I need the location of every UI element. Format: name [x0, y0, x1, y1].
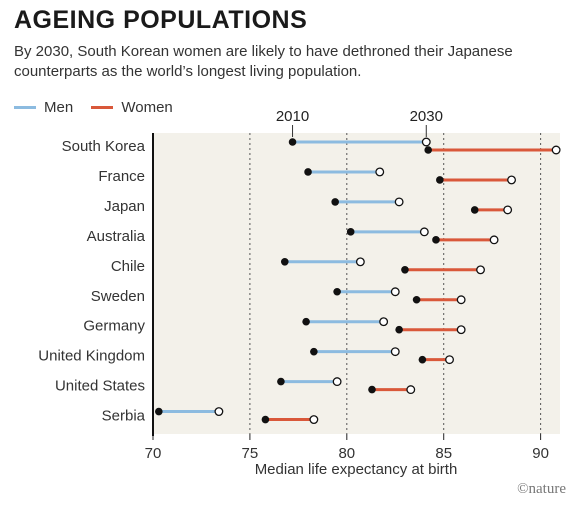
women-2010-point	[401, 266, 409, 274]
category-label: Germany	[83, 318, 145, 335]
x-axis-label: Median life expectancy at birth	[255, 461, 458, 478]
category-label: Japan	[104, 198, 145, 215]
men-2030-point	[394, 197, 404, 207]
men-2010-point	[346, 228, 355, 236]
women-2030-point	[456, 295, 466, 305]
women-2030-point	[551, 145, 561, 155]
x-tick-label: 75	[242, 445, 259, 462]
category-label: Chile	[111, 258, 145, 275]
legend-swatch-women	[91, 106, 114, 109]
men-2010-point	[304, 168, 312, 176]
women-2010-point	[412, 295, 421, 304]
men-2010-point	[155, 407, 163, 416]
women-2030-point	[507, 175, 516, 185]
women-2010-point	[470, 206, 479, 214]
men-2010-point	[310, 347, 318, 356]
women-2010-point	[395, 325, 403, 334]
women-2030-point	[445, 355, 454, 365]
women-2010-point	[418, 355, 427, 364]
x-tick-label: 70	[145, 445, 162, 462]
year-annotation-end: 2030	[410, 108, 443, 125]
women-2010-point	[432, 236, 440, 244]
chart-title: AGEING POPULATIONS	[14, 6, 308, 34]
chart-subtitle: By 2030, South Korean women are likely t…	[14, 43, 513, 80]
women-2030-point	[489, 235, 499, 245]
men-2030-point	[214, 407, 224, 416]
women-2030-point	[309, 415, 319, 424]
x-tick-label: 85	[435, 445, 452, 462]
x-tick-label: 90	[532, 445, 549, 462]
category-label: Australia	[87, 228, 146, 245]
plot-background	[153, 133, 560, 434]
legend-label-women: Women	[121, 99, 173, 116]
women-2010-point	[261, 415, 270, 424]
category-label: South Korea	[62, 138, 146, 155]
men-2010-point	[331, 198, 339, 206]
women-2010-point	[436, 176, 444, 184]
category-label: United Kingdom	[38, 348, 145, 365]
women-2010-point	[368, 385, 376, 394]
men-2030-point	[332, 377, 342, 387]
legend: Men Women	[14, 96, 187, 116]
credit-label: ©nature	[517, 481, 566, 497]
category-label: Sweden	[91, 288, 145, 305]
men-2010-point	[280, 258, 289, 266]
year-annotation-start: 2010	[276, 108, 309, 125]
men-2010-point	[288, 138, 297, 146]
women-2010-point	[424, 146, 433, 154]
women-2030-point	[503, 205, 513, 215]
women-2030-point	[406, 385, 416, 395]
category-label: United States	[55, 378, 145, 395]
men-2030-point	[390, 287, 400, 297]
men-2030-point	[421, 137, 431, 147]
legend-item-men: Men	[14, 99, 73, 116]
men-2030-point	[390, 347, 400, 357]
men-2030-point	[355, 257, 365, 267]
legend-swatch-men	[14, 106, 36, 109]
women-2030-point	[476, 265, 485, 275]
category-label: France	[98, 168, 145, 185]
men-2010-point	[333, 287, 341, 296]
men-2030-point	[419, 227, 429, 237]
legend-label-men: Men	[44, 99, 74, 116]
men-2030-point	[375, 167, 385, 177]
men-2010-point	[277, 377, 285, 386]
women-2030-point	[456, 325, 466, 335]
men-2010-point	[302, 317, 310, 326]
x-tick-label: 80	[338, 445, 355, 462]
legend-item-women: Women	[91, 99, 173, 116]
category-label: Serbia	[102, 408, 146, 425]
men-2030-point	[379, 317, 389, 327]
